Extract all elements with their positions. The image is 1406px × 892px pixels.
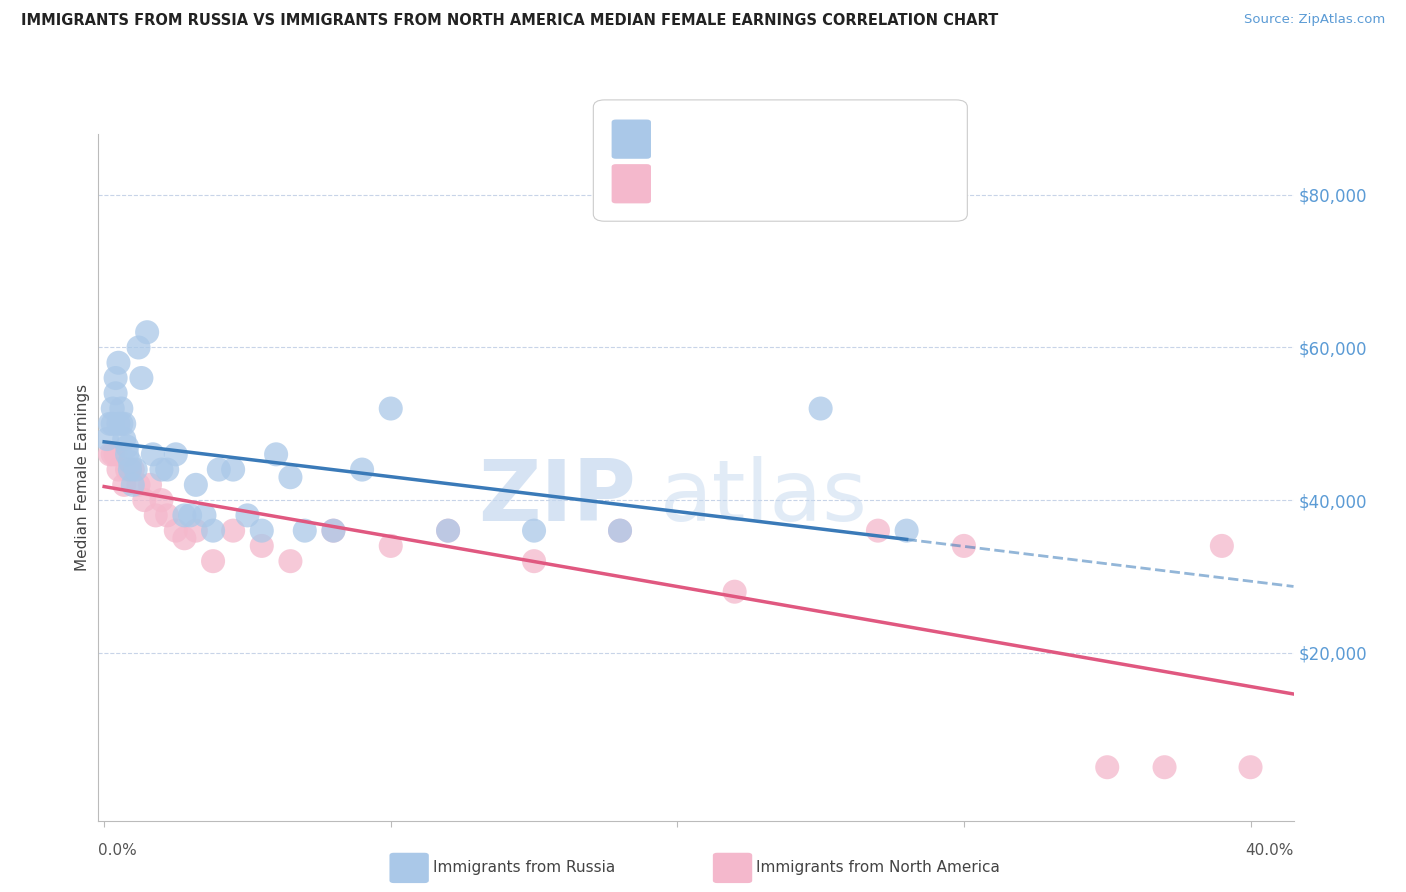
Text: ZIP: ZIP	[478, 457, 637, 540]
Point	[118, 462, 141, 476]
Point	[724, 584, 747, 599]
Point	[236, 508, 259, 523]
Point	[107, 462, 129, 476]
Point	[437, 524, 460, 538]
Point	[437, 524, 460, 538]
Point	[184, 478, 207, 492]
Point	[110, 401, 132, 416]
Text: Source: ZipAtlas.com: Source: ZipAtlas.com	[1244, 13, 1385, 27]
Point	[380, 539, 402, 553]
Point	[1153, 760, 1175, 774]
Point	[165, 524, 187, 538]
Point	[101, 401, 124, 416]
Point	[250, 524, 273, 538]
Point	[1239, 760, 1261, 774]
Point	[112, 417, 135, 431]
Point	[96, 432, 118, 446]
Point	[156, 508, 179, 523]
Point	[98, 447, 121, 461]
Text: 40.0%: 40.0%	[1246, 843, 1294, 858]
Point	[352, 462, 374, 476]
Text: N = 33: N = 33	[780, 175, 838, 193]
Point	[150, 493, 173, 508]
Point	[142, 447, 165, 461]
Point	[156, 462, 179, 476]
Point	[136, 325, 159, 339]
Point	[523, 554, 546, 568]
Point	[107, 417, 129, 431]
Text: IMMIGRANTS FROM RUSSIA VS IMMIGRANTS FROM NORTH AMERICA MEDIAN FEMALE EARNINGS C: IMMIGRANTS FROM RUSSIA VS IMMIGRANTS FRO…	[21, 13, 998, 29]
Point	[173, 531, 195, 545]
Point	[112, 432, 135, 446]
Point	[110, 417, 132, 431]
Point	[193, 508, 215, 523]
Point	[322, 524, 344, 538]
Point	[134, 493, 156, 508]
Text: N = 45: N = 45	[780, 130, 838, 148]
Point	[115, 462, 138, 476]
Point	[294, 524, 316, 538]
Point	[121, 478, 143, 492]
Point	[101, 447, 124, 461]
Point	[131, 371, 153, 385]
Text: Immigrants from Russia: Immigrants from Russia	[433, 861, 616, 875]
Y-axis label: Median Female Earnings: Median Female Earnings	[75, 384, 90, 571]
Point	[104, 386, 127, 401]
Point	[208, 462, 231, 476]
Point	[810, 401, 832, 416]
Point	[1211, 539, 1233, 553]
Text: R = -0.257: R = -0.257	[658, 130, 747, 148]
Point	[118, 455, 141, 469]
Point	[115, 440, 138, 454]
Point	[1097, 760, 1119, 774]
Point	[104, 371, 127, 385]
Point	[866, 524, 889, 538]
Point	[107, 356, 129, 370]
Point	[115, 447, 138, 461]
Point	[380, 401, 402, 416]
Point	[222, 462, 245, 476]
Point	[264, 447, 287, 461]
Point	[165, 447, 187, 461]
Point	[150, 462, 173, 476]
Text: atlas: atlas	[661, 457, 868, 540]
Text: 0.0%: 0.0%	[98, 843, 138, 858]
Point	[202, 554, 225, 568]
Point	[322, 524, 344, 538]
Point	[250, 539, 273, 553]
Point	[173, 508, 195, 523]
Point	[121, 462, 143, 476]
Point	[101, 417, 124, 431]
Point	[609, 524, 631, 538]
Point	[523, 524, 546, 538]
Point	[128, 478, 150, 492]
Point	[280, 554, 302, 568]
Point	[280, 470, 302, 484]
Point	[222, 524, 245, 538]
Point	[112, 478, 135, 492]
Point	[118, 462, 141, 476]
Text: R = -0.693: R = -0.693	[658, 175, 747, 193]
Text: Immigrants from North America: Immigrants from North America	[756, 861, 1000, 875]
Point	[124, 462, 146, 476]
Point	[896, 524, 918, 538]
Point	[202, 524, 225, 538]
Point	[139, 478, 162, 492]
Point	[128, 341, 150, 355]
Point	[145, 508, 167, 523]
Point	[609, 524, 631, 538]
Point	[98, 417, 121, 431]
Point	[953, 539, 976, 553]
Point	[104, 447, 127, 461]
Point	[179, 508, 201, 523]
Point	[184, 524, 207, 538]
